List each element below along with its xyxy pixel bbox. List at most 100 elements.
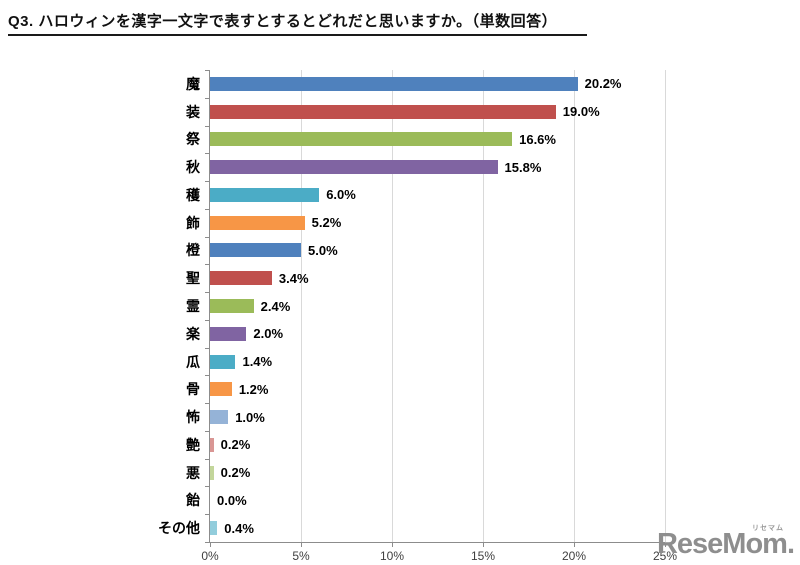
y-axis-tick: [205, 97, 209, 99]
bar-row: 1.4%: [210, 348, 665, 376]
x-axis-tick-label: 5%: [292, 549, 310, 563]
x-axis-tick: [301, 543, 302, 547]
category-label: 悪: [186, 464, 200, 481]
category-label: 装: [186, 103, 200, 120]
value-label: 0.4%: [224, 520, 254, 536]
y-axis-tick: [205, 153, 209, 155]
gridline: [301, 70, 302, 542]
bar: [210, 521, 218, 536]
gridline: [574, 70, 575, 542]
value-label: 19.0%: [562, 104, 600, 120]
value-label: 0.2%: [220, 465, 251, 481]
category-axis: 魔装祭秋穫飾橙聖霊楽瓜骨怖艶悪飴その他: [0, 70, 200, 542]
bar: [210, 354, 236, 369]
value-label: 15.8%: [504, 159, 542, 175]
bar-row: 5.2%: [210, 209, 665, 237]
y-axis-tick: [205, 264, 209, 266]
category-label: 飴: [186, 492, 200, 509]
bar-rows: 20.2% 19.0% 16.6% 15.8% 6.0% 5.2% 5.0% 3.4% 2.4%…: [210, 70, 665, 542]
bar: [210, 271, 272, 286]
value-label: 2.0%: [253, 326, 284, 342]
value-label: 0.2%: [220, 437, 251, 453]
bar: [210, 437, 214, 452]
value-label: 1.4%: [242, 354, 273, 370]
resemom-logo: リセマム ReseMom.: [656, 525, 795, 560]
y-axis-tick: [205, 375, 209, 377]
bar-row: 3.4%: [210, 264, 665, 292]
category-label: 祭: [186, 131, 200, 148]
category-label: 怖: [186, 409, 200, 426]
category-label: 聖: [186, 270, 200, 287]
bar-row: 15.8%: [210, 153, 665, 181]
chart-question-title: Q3. ハロウィンを漢字一文字で表すとするとどれだと思いますか。（単数回答）: [8, 10, 588, 36]
resemom-logo-ruby: リセマム: [752, 525, 784, 532]
x-axis-tick: [210, 543, 211, 547]
category-label: 霊: [186, 298, 200, 314]
y-axis-tick: [205, 292, 209, 294]
bar: [210, 76, 578, 91]
y-axis-tick: [205, 181, 209, 183]
category-label: 飾: [186, 214, 200, 231]
category-label: その他: [158, 520, 200, 537]
resemom-logo-text: ReseMom.: [656, 528, 795, 560]
bar: [210, 326, 247, 341]
y-axis-tick: [205, 208, 209, 210]
bar: [210, 299, 254, 313]
category-label: 艶: [186, 436, 200, 453]
bar-row: 6.0%: [210, 181, 665, 209]
bar: [210, 104, 556, 119]
x-axis-tick-label: 20%: [561, 549, 587, 563]
category-label: 瓜: [186, 353, 200, 370]
bar: [210, 465, 214, 480]
bar: [210, 382, 232, 397]
x-axis-tick: [483, 543, 484, 547]
bar: [210, 410, 229, 425]
value-label: 3.4%: [278, 270, 309, 286]
y-axis-tick: [205, 70, 209, 71]
value-label: 1.2%: [238, 381, 269, 397]
bar: [210, 132, 513, 147]
value-label: 1.0%: [235, 409, 265, 425]
bar: [210, 243, 301, 258]
y-axis-tick: [205, 486, 209, 488]
value-label: 20.2%: [584, 76, 622, 92]
category-label: 魔: [186, 75, 200, 92]
category-label: 橙: [186, 242, 200, 259]
bar-row: 5.0%: [210, 237, 665, 265]
bar: [210, 160, 498, 175]
bar-row: 16.6%: [210, 126, 665, 154]
bar-row: 0.0%: [210, 486, 665, 514]
value-label: 5.2%: [311, 215, 342, 231]
gridline: [392, 70, 393, 542]
y-axis-tick: [205, 514, 209, 516]
y-axis-tick: [205, 319, 209, 321]
x-axis-tick-label: 25%: [652, 549, 678, 563]
bar-row: 0.2%: [210, 431, 665, 459]
x-axis-tick: [392, 543, 393, 547]
bar: [210, 187, 320, 202]
y-axis-tick: [205, 458, 209, 460]
value-label: 0.0%: [217, 492, 247, 508]
bar-row: 0.2%: [210, 459, 665, 487]
bar: [210, 215, 305, 230]
y-axis-tick: [205, 236, 209, 238]
y-axis-tick: [205, 542, 209, 543]
y-axis-tick: [205, 347, 209, 349]
value-label: 2.4%: [260, 298, 291, 314]
category-label: 骨: [186, 381, 200, 398]
value-label: 6.0%: [326, 187, 356, 203]
value-label: 16.6%: [519, 131, 556, 147]
x-axis-tick: [574, 543, 575, 547]
x-axis-tick-label: 15%: [470, 549, 496, 563]
category-label: 楽: [186, 325, 200, 342]
gridline: [665, 70, 666, 542]
x-axis-tick: [665, 543, 666, 547]
y-axis-tick: [205, 430, 209, 432]
bar-row: 19.0%: [210, 98, 665, 126]
gridline: [483, 70, 484, 542]
bar-row: 2.4%: [210, 292, 665, 320]
bar-row: 2.0%: [210, 320, 665, 348]
value-label: 5.0%: [308, 242, 338, 258]
bar-row: 0.4%: [210, 514, 665, 542]
